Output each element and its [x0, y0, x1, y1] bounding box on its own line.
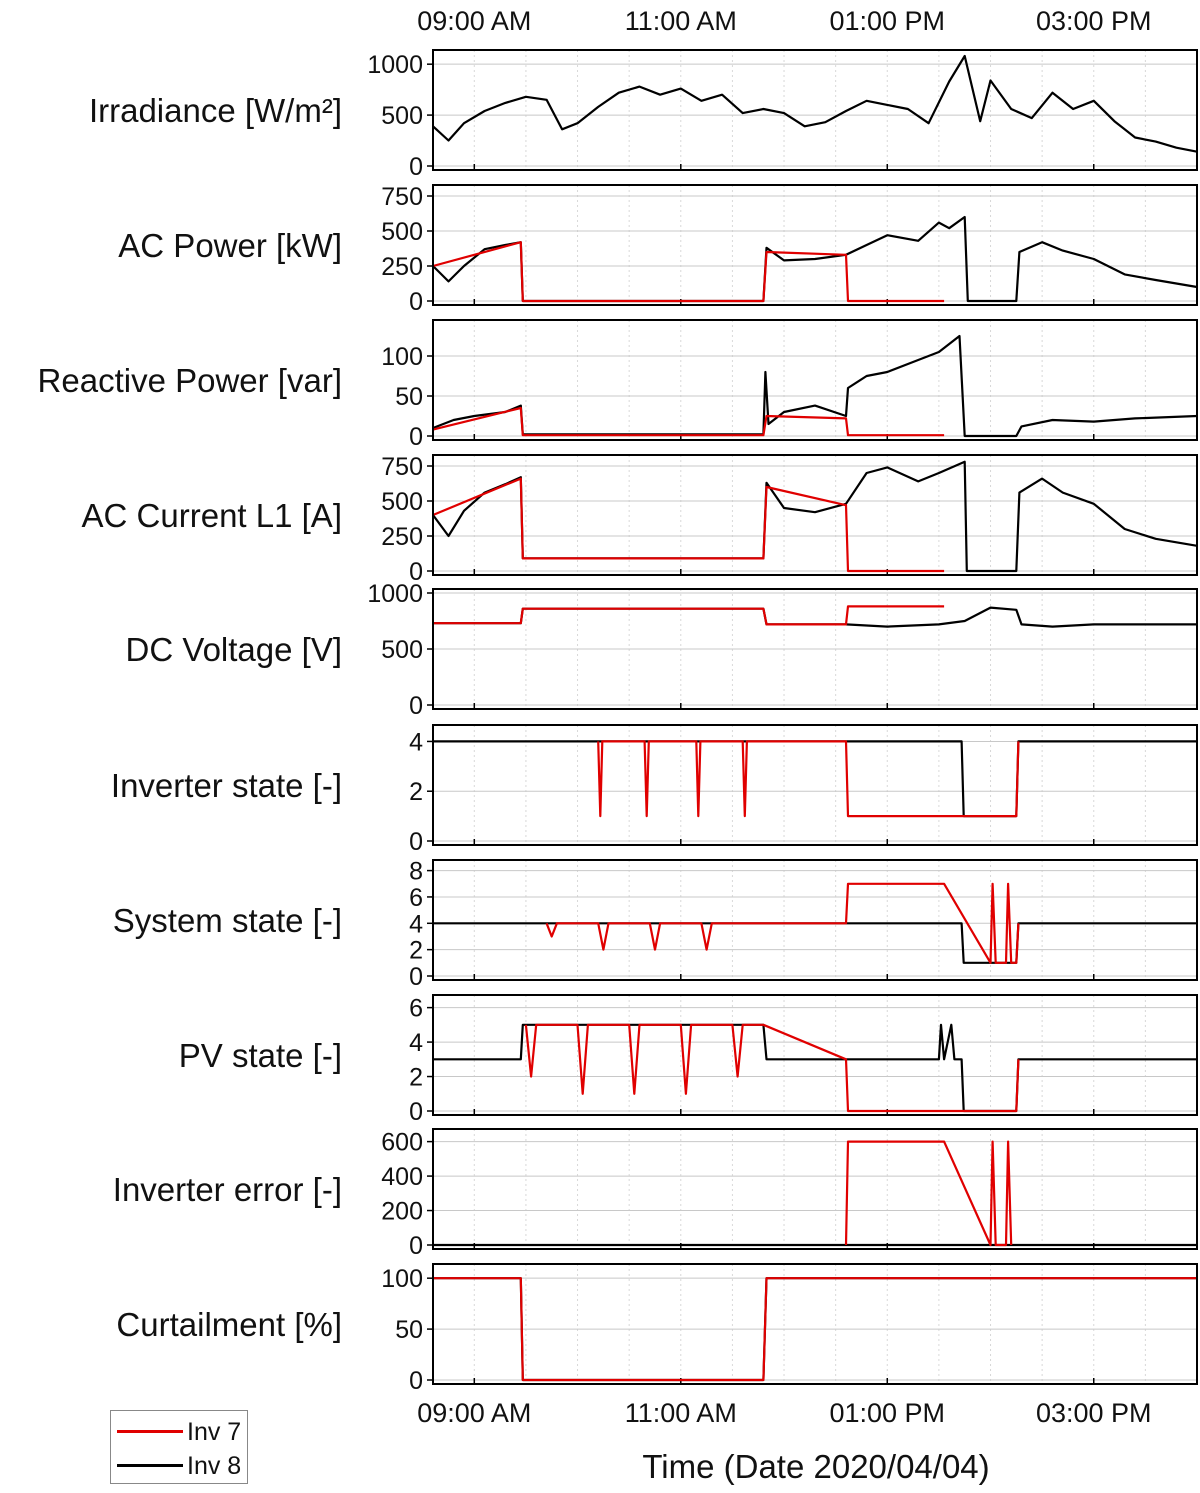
- series-line-inv8: [432, 215, 1198, 303]
- panel-frame: [432, 994, 1198, 1116]
- y-tick-label: 250: [381, 523, 423, 551]
- panel-label: PV state [-]: [179, 1037, 342, 1074]
- panel-label: Curtailment [%]: [116, 1306, 342, 1343]
- series-line-inv7: [597, 740, 1020, 818]
- y-tick-label: 6: [409, 884, 423, 912]
- series-line-inv7: [433, 1277, 1197, 1382]
- legend-swatch-inv8: [117, 1464, 183, 1467]
- y-tick-label: 1000: [367, 580, 423, 608]
- panel-frame: [432, 1263, 1198, 1385]
- series-line-inv8: [432, 460, 1198, 573]
- legend-label-inv8: Inv 8: [187, 1452, 242, 1480]
- x-tick-label-bottom: 03:00 PM: [1036, 1398, 1152, 1428]
- y-tick-label: 750: [381, 453, 423, 481]
- panel-frame: [432, 49, 1198, 171]
- panel-label: AC Current L1 [A]: [82, 497, 342, 534]
- y-tick-label: 8: [409, 858, 423, 886]
- y-tick-label: 0: [409, 963, 423, 991]
- y-tick-label: 0: [409, 558, 423, 586]
- panel-frame: [432, 724, 1198, 846]
- series-line-inv8: [433, 740, 1197, 818]
- y-tick-label: 0: [409, 1367, 423, 1395]
- y-tick-label: 0: [409, 1232, 423, 1260]
- series-line-inv7: [545, 882, 1020, 964]
- series-line-inv7: [524, 1023, 1020, 1113]
- panel-frame: [432, 454, 1198, 576]
- y-tick-label: 500: [381, 102, 423, 130]
- legend-item-inv8: Inv 8: [111, 1450, 247, 1480]
- y-tick-label: 0: [409, 828, 423, 856]
- panel-frame: [432, 859, 1198, 981]
- x-tick-label-bottom: 09:00 AM: [417, 1398, 531, 1428]
- y-tick-label: 6: [409, 995, 423, 1023]
- y-tick-label: 600: [381, 1129, 423, 1157]
- panel-label: System state [-]: [113, 902, 342, 939]
- x-tick-label-top: 01:00 PM: [829, 6, 945, 36]
- panel-label: Inverter error [-]: [113, 1171, 342, 1208]
- y-tick-label: 750: [381, 183, 423, 211]
- y-tick-label: 0: [409, 153, 423, 181]
- y-tick-label: 500: [381, 636, 423, 664]
- series-line-inv8: [432, 54, 1198, 153]
- y-tick-label: 100: [381, 343, 423, 371]
- series-line-inv8: [433, 922, 1197, 964]
- series-line-inv7: [432, 477, 945, 573]
- y-tick-label: 500: [381, 488, 423, 516]
- legend-item-inv7: Inv 7: [111, 1416, 247, 1446]
- panel-label: AC Power [kW]: [118, 227, 342, 264]
- y-tick-label: 200: [381, 1198, 423, 1226]
- y-tick-label: 4: [409, 1029, 423, 1057]
- panel-frame: [432, 588, 1198, 710]
- x-tick-label-bottom: 01:00 PM: [829, 1398, 945, 1428]
- panel-frame: [432, 1128, 1198, 1250]
- panel-frame: [432, 319, 1198, 441]
- y-tick-label: 4: [409, 728, 423, 756]
- y-tick-label: 2: [409, 1064, 423, 1092]
- series-line-inv8: [432, 334, 1198, 438]
- y-tick-label: 2: [409, 778, 423, 806]
- y-tick-label: 500: [381, 218, 423, 246]
- legend-swatch-inv7: [117, 1430, 183, 1433]
- y-tick-label: 0: [409, 692, 423, 720]
- series-line-inv7: [432, 241, 945, 303]
- panel-label: Reactive Power [var]: [38, 362, 342, 399]
- y-tick-label: 250: [381, 253, 423, 281]
- y-tick-label: 0: [409, 288, 423, 316]
- y-tick-label: 400: [381, 1163, 423, 1191]
- y-tick-label: 0: [409, 423, 423, 451]
- x-tick-label-top: 11:00 AM: [625, 6, 737, 36]
- panel-label: Inverter state [-]: [111, 767, 342, 804]
- legend-label-inv7: Inv 7: [187, 1418, 242, 1446]
- y-tick-label: 1000: [367, 51, 423, 79]
- series-line-inv8: [433, 1023, 1197, 1113]
- x-axis-label: Time (Date 2020/04/04): [642, 1448, 989, 1485]
- y-tick-label: 2: [409, 937, 423, 965]
- legend: Inv 7 Inv 8: [110, 1410, 248, 1484]
- panel-frame: [432, 184, 1198, 306]
- x-tick-label-bottom: 11:00 AM: [625, 1398, 737, 1428]
- panel-label: Irradiance [W/m²]: [89, 92, 342, 129]
- x-tick-label-top: 03:00 PM: [1036, 6, 1152, 36]
- y-tick-label: 50: [395, 1316, 423, 1344]
- y-tick-label: 100: [381, 1265, 423, 1293]
- panel-label: DC Voltage [V]: [126, 631, 342, 668]
- y-tick-label: 4: [409, 910, 423, 938]
- series-line-inv7: [432, 406, 945, 437]
- y-tick-label: 50: [395, 383, 423, 411]
- series-line-inv7: [433, 605, 945, 626]
- x-tick-label-top: 09:00 AM: [417, 6, 531, 36]
- y-tick-label: 0: [409, 1098, 423, 1126]
- series-line-inv7: [844, 1140, 1013, 1247]
